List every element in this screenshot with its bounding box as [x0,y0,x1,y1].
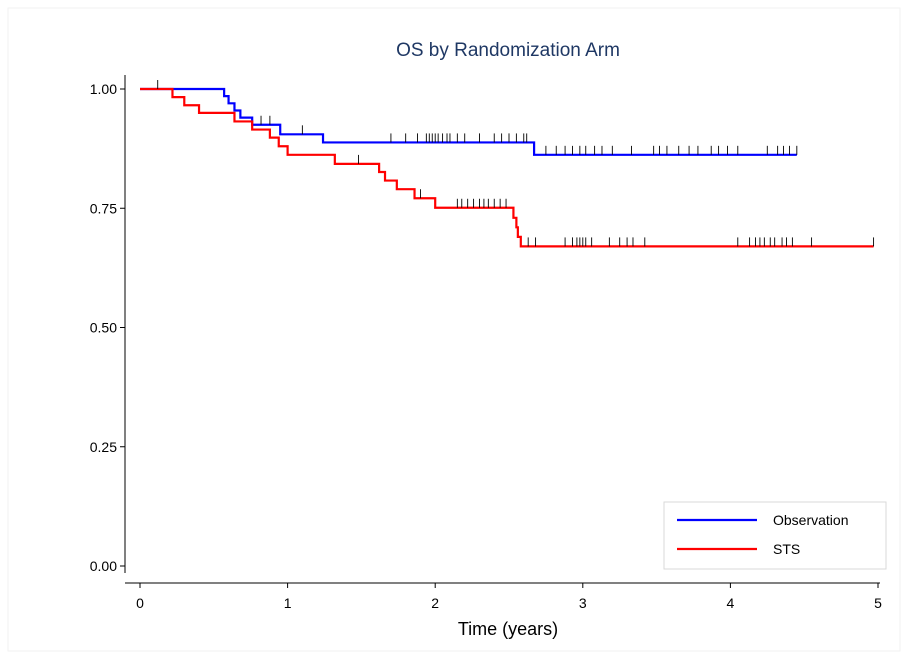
y-tick-label: 0.00 [90,558,117,574]
chart-title: OS by Randomization Arm [396,40,620,61]
x-tick-label: 3 [579,595,587,611]
series-line-1 [140,87,874,248]
legend-label-1: STS [773,541,800,557]
x-tick-label: 1 [284,595,292,611]
series-layer [140,87,874,248]
series-line-0 [140,87,797,156]
x-tick-label: 5 [874,595,882,611]
legend: Observation STS [663,501,887,570]
x-axis-label: Time (years) [458,619,558,639]
x-tick-label: 0 [136,595,144,611]
x-tick-label: 2 [431,595,439,611]
legend-label-0: Observation [773,512,848,528]
x-axis-ticks: 0 1 2 3 4 5 [136,583,882,611]
y-tick-label: 0.25 [90,439,117,455]
censor-marks [157,80,875,247]
legend-box [663,501,887,570]
y-tick-label: 0.75 [90,200,117,216]
y-axis-ticks: 0.00 0.25 0.50 0.75 1.00 [90,81,125,574]
y-tick-label: 0.50 [90,320,117,336]
x-tick-label: 4 [727,595,735,611]
y-tick-label: 1.00 [90,81,117,97]
